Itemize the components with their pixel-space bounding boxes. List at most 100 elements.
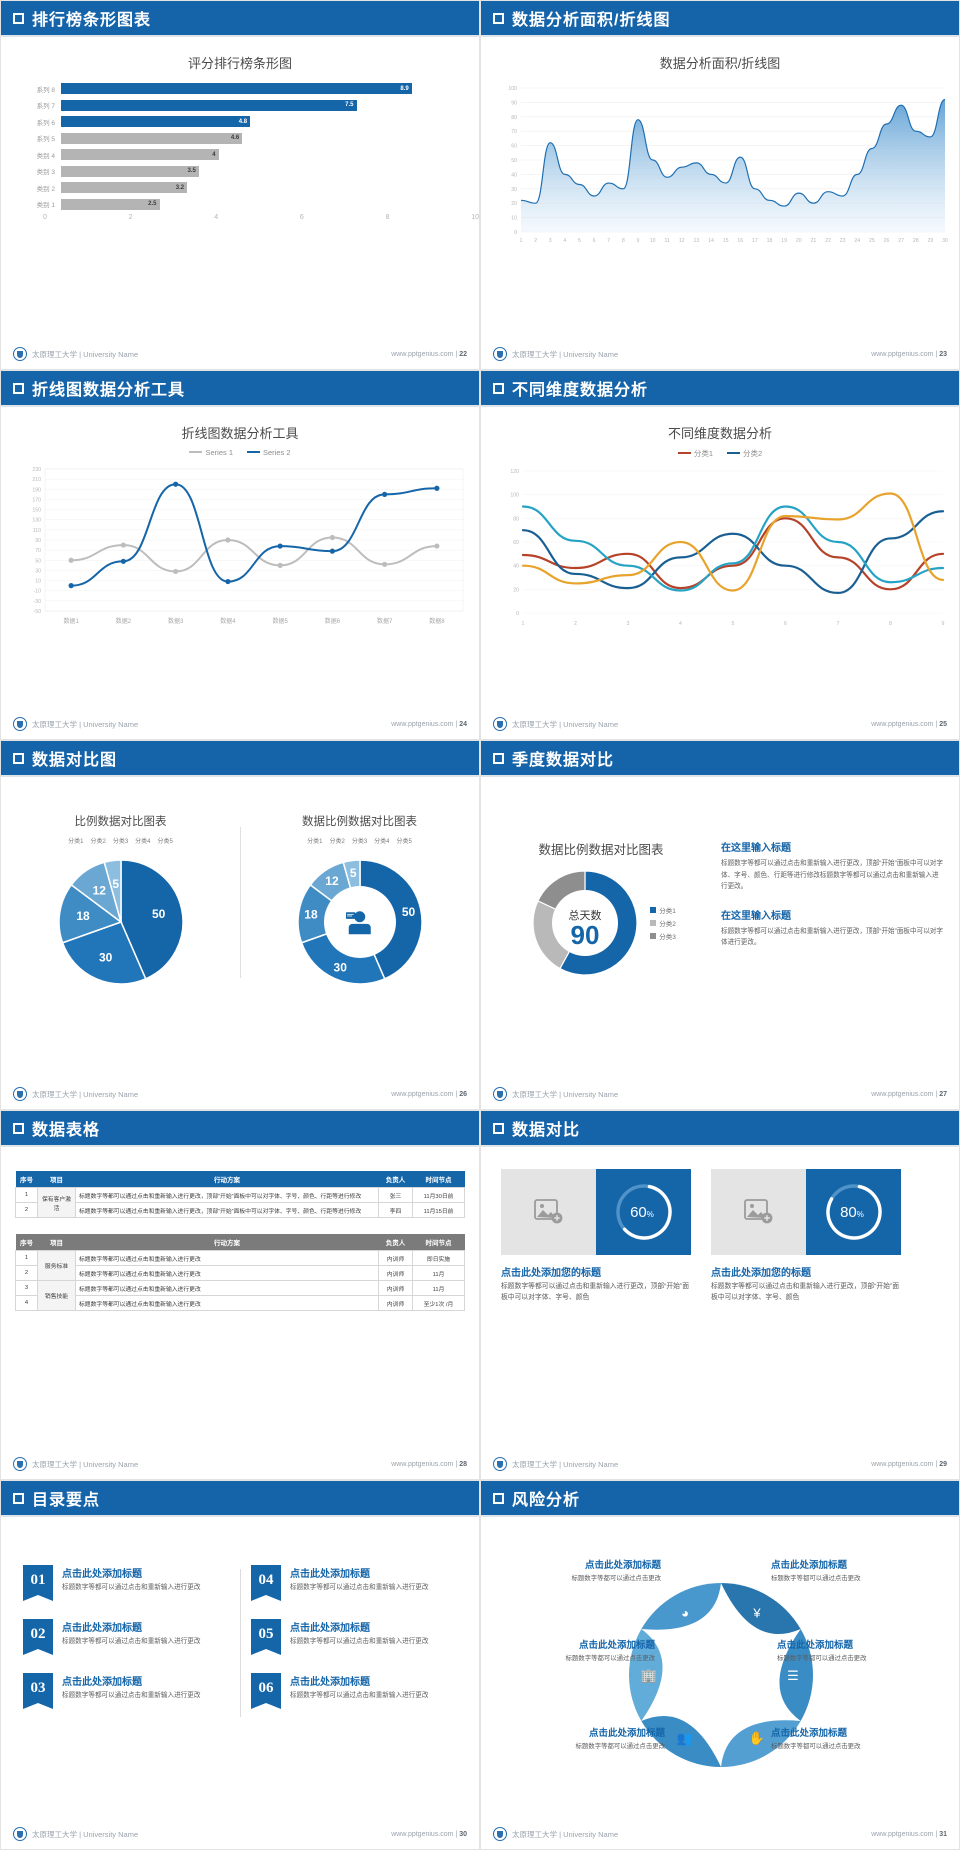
footer-url: www.pptgenius.com <box>391 1460 454 1468</box>
x-tick: 8 <box>385 214 390 221</box>
svg-text:18: 18 <box>767 238 773 244</box>
column-header: 时间节点 <box>412 1234 465 1251</box>
donut-title: 数据比例数据对比图表 <box>302 816 417 828</box>
slide-footer: 太原理工大学 | University Name www.pptgenius.c… <box>481 345 959 363</box>
percent-value: 80% <box>840 1204 864 1221</box>
slide-title: 数据对比图 <box>32 752 118 769</box>
svg-text:17: 17 <box>752 238 758 244</box>
people-icon: 👥 <box>677 1730 693 1745</box>
cell-project: 服务标准 <box>37 1250 76 1281</box>
slide-title: 折线图数据分析工具 <box>32 382 186 399</box>
page-number: 25 <box>939 720 947 728</box>
chart-title: 不同维度数据分析 <box>667 426 772 441</box>
legend-item: Series 1 <box>189 448 233 457</box>
catalog-item[interactable]: 02 点击此处添加标题 标题数字等都可以通过点击和重新输入进行更改 <box>23 1619 229 1655</box>
add-image-icon[interactable] <box>501 1169 596 1255</box>
slide-title: 季度数据对比 <box>512 752 615 769</box>
bar-x-axis: 0 2 4 6 8 10 <box>43 214 479 221</box>
svg-text:数据3: 数据3 <box>168 617 184 625</box>
page-number: 28 <box>459 1460 467 1468</box>
svg-text:数据1: 数据1 <box>63 617 79 625</box>
svg-text:50: 50 <box>35 558 41 564</box>
item-heading: 点击此处添加标题 <box>62 1623 142 1634</box>
pie-chart-icon: ◕ <box>681 1606 689 1621</box>
risk-heading: 点击此处添加标题 <box>578 1640 655 1651</box>
bar-track: 2.5 <box>61 198 455 210</box>
page-number: 30 <box>459 1830 467 1838</box>
svg-text:5: 5 <box>578 238 581 244</box>
svg-text:3: 3 <box>627 621 630 627</box>
slide-compare: 数据对比 60% 点击此处添加您的标题 标题数字等都可以通过点击和重新输入进行更改，… <box>480 1110 960 1480</box>
catalog-column-right: 04 点击此处添加标题 标题数字等都可以通过点击和重新输入进行更改 05 点击此处添加标… <box>229 1565 457 1727</box>
risk-item[interactable]: 点击此处添加标题 标题数字等都可以通过点击更改 <box>495 1725 665 1752</box>
bar-chart: 系列 8 8.9 系列 7 7.5 系列 6 4.8 系列 5 4.6 类别 4 4 类别 3 3.5… <box>25 82 455 211</box>
svg-text:25: 25 <box>869 238 875 244</box>
slice-value: 12 <box>325 874 339 888</box>
risk-item[interactable]: 点击此处添加标题 标题数字等都可以通过点击更改 <box>491 1557 661 1584</box>
svg-text:20: 20 <box>513 587 519 593</box>
svg-text:30: 30 <box>942 238 948 244</box>
slide-header: 风险分析 <box>481 1481 959 1518</box>
catalog-item[interactable]: 01 点击此处添加标题 标题数字等都可以通过点击和重新输入进行更改 <box>23 1565 229 1601</box>
legend-item: 分类2 <box>90 836 105 845</box>
block-heading: 在这里输入标题 <box>721 843 791 854</box>
catalog-item[interactable]: 04 点击此处添加标题 标题数字等都可以通过点击和重新输入进行更改 <box>251 1565 457 1601</box>
legend-item: 分类2 <box>329 836 344 845</box>
page-number: 23 <box>939 350 947 358</box>
risk-item[interactable]: 点击此处添加标题 标题数字等都可以通过点击更改 <box>771 1557 941 1584</box>
add-image-icon[interactable] <box>711 1169 806 1255</box>
item-text: 标题数字等都可以通过点击和重新输入进行更改 <box>62 1584 201 1591</box>
svg-text:80: 80 <box>511 115 517 121</box>
svg-text:8: 8 <box>622 238 625 244</box>
item-number: 03 <box>23 1673 53 1709</box>
bar-value: 2.5 <box>148 201 157 207</box>
svg-text:4: 4 <box>679 621 682 627</box>
svg-text:1: 1 <box>522 621 525 627</box>
svg-text:90: 90 <box>35 538 41 544</box>
slide-header: 折线图数据分析工具 <box>1 371 479 408</box>
risk-text: 标题数字等都可以通过点击更改 <box>575 1743 665 1750</box>
slide-header: 数据对比 <box>481 1111 959 1148</box>
slide-footer: 太原理工大学 | University Name www.pptgenius.c… <box>481 1825 959 1843</box>
risk-item[interactable]: 点击此处添加标题 标题数字等都可以通过点击更改 <box>485 1637 655 1664</box>
catalog-item[interactable]: 03 点击此处添加标题 标题数字等都可以通过点击和重新输入进行更改 <box>23 1673 229 1709</box>
svg-text:10: 10 <box>35 579 41 585</box>
bar-label: 系列 8 <box>36 86 55 94</box>
svg-text:9: 9 <box>637 238 640 244</box>
pie-chart-block: 比例数据对比图表 分类1 分类2 分类3 分类4 分类5 50 30 18 12 5 <box>1 799 240 1002</box>
cell-owner: 李四 <box>378 1202 413 1218</box>
footer-url: www.pptgenius.com <box>391 1830 454 1838</box>
catalog-item[interactable]: 05 点击此处添加标题 标题数字等都可以通过点击和重新输入进行更改 <box>251 1619 457 1655</box>
item-number: 05 <box>251 1619 281 1655</box>
university-logo-icon <box>493 1457 507 1471</box>
slide-header: 数据分析面积/折线图 <box>481 1 959 38</box>
risk-item[interactable]: 点击此处添加标题 标题数字等都可以通过点击更改 <box>771 1725 941 1752</box>
compare-card[interactable]: 60% 点击此处添加您的标题 标题数字等都可以通过点击和重新输入进行更改，顶部“开始… <box>501 1169 691 1304</box>
money-bag-icon: ¥ <box>752 1606 761 1621</box>
university-logo-icon <box>493 1087 507 1101</box>
footer-university: 太原理工大学 | University Name <box>512 1829 619 1839</box>
svg-text:210: 210 <box>32 477 41 483</box>
percent-gauge: 60% <box>596 1169 691 1255</box>
footer-university: 太原理工大学 | University Name <box>512 1459 619 1469</box>
legend-label: 分类4 <box>135 839 151 845</box>
svg-text:-30: -30 <box>34 599 42 605</box>
svg-text:14: 14 <box>708 238 714 244</box>
footer-site: www.pptgenius.com | 24 <box>391 720 467 728</box>
bar-track: 4 <box>61 149 455 160</box>
footer-site: www.pptgenius.com | 30 <box>391 1830 467 1838</box>
table-row: 1 服务标准 标题数字等都可以通过点击和重新输入进行更改 内训师 即日实施 <box>15 1250 465 1281</box>
slide-catalog: 目录要点 01 点击此处添加标题 标题数字等都可以通过点击和重新输入进行更改 02 点击… <box>0 1480 480 1850</box>
slide-footer: 太原理工大学 | University Name www.pptgenius.c… <box>1 1825 479 1843</box>
compare-card[interactable]: 80% 点击此处添加您的标题 标题数字等都可以通过点击和重新输入进行更改，顶部“开始… <box>711 1169 901 1304</box>
risk-item[interactable]: 点击此处添加标题 标题数字等都可以通过点击更改 <box>777 1637 947 1664</box>
item-heading: 点击此处添加标题 <box>290 1623 370 1634</box>
legend-item: Series 2 <box>247 448 291 457</box>
bar-track: 7.5 <box>61 99 455 111</box>
legend-label: 分类4 <box>374 839 390 845</box>
footer-university: 太原理工大学 | University Name <box>32 1829 139 1839</box>
catalog-item[interactable]: 06 点击此处添加标题 标题数字等都可以通过点击和重新输入进行更改 <box>251 1673 457 1709</box>
page-number: 22 <box>459 350 467 358</box>
legend-label: 分类3 <box>112 839 129 845</box>
slide-header: 目录要点 <box>1 1481 479 1518</box>
